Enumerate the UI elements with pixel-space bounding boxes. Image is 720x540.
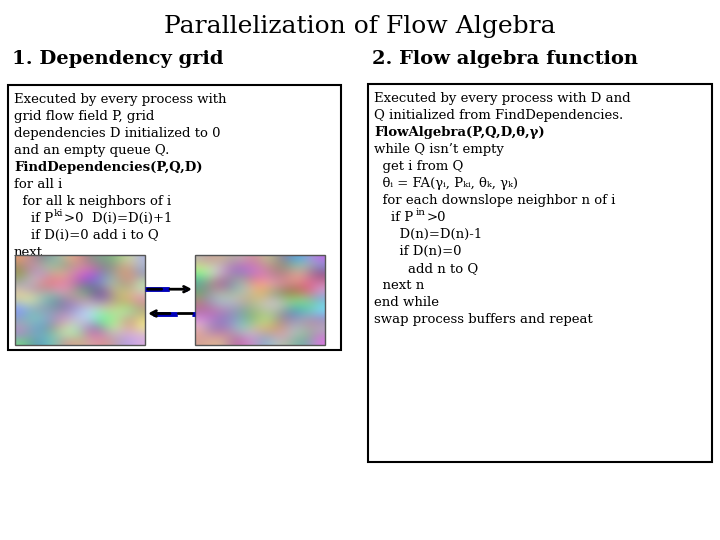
Text: if D(i)=0 add i to Q: if D(i)=0 add i to Q xyxy=(14,229,158,242)
Text: add n to Q: add n to Q xyxy=(374,262,478,275)
Text: next n: next n xyxy=(374,279,424,292)
Text: Executed by every process with D and: Executed by every process with D and xyxy=(374,92,631,105)
Text: get i from Q: get i from Q xyxy=(374,160,464,173)
Text: grid flow field P, grid: grid flow field P, grid xyxy=(14,110,154,123)
Text: 2. Flow algebra function: 2. Flow algebra function xyxy=(372,50,638,68)
FancyBboxPatch shape xyxy=(368,84,712,462)
Text: in: in xyxy=(416,208,426,217)
Text: Executed by every process with: Executed by every process with xyxy=(14,93,227,106)
Text: while Q isn’t empty: while Q isn’t empty xyxy=(374,143,504,156)
Text: >0  D(i)=D(i)+1: >0 D(i)=D(i)+1 xyxy=(64,212,172,225)
Text: for all i: for all i xyxy=(14,178,62,191)
Text: for each downslope neighbor n of i: for each downslope neighbor n of i xyxy=(374,194,616,207)
Text: 1. Dependency grid: 1. Dependency grid xyxy=(12,50,223,68)
Text: if D(n)=0: if D(n)=0 xyxy=(374,245,462,258)
FancyBboxPatch shape xyxy=(8,85,341,350)
Text: FlowAlgebra(P,Q,D,θ,γ): FlowAlgebra(P,Q,D,θ,γ) xyxy=(374,126,544,139)
Text: for all k neighbors of i: for all k neighbors of i xyxy=(14,195,171,208)
Text: ki: ki xyxy=(54,209,63,218)
Text: if P: if P xyxy=(374,211,413,224)
Text: Q initialized from FindDependencies.: Q initialized from FindDependencies. xyxy=(374,109,624,122)
Text: next: next xyxy=(14,246,43,259)
Text: and an empty queue Q.: and an empty queue Q. xyxy=(14,144,169,157)
Text: swap process buffers and repeat: swap process buffers and repeat xyxy=(374,313,593,326)
Text: FindDependencies(P,Q,D): FindDependencies(P,Q,D) xyxy=(14,161,202,174)
Text: >0: >0 xyxy=(427,211,446,224)
Text: dependencies D initialized to 0: dependencies D initialized to 0 xyxy=(14,127,220,140)
Text: D(n)=D(n)-1: D(n)=D(n)-1 xyxy=(374,228,482,241)
Text: θᵢ = FA(γᵢ, Pₖᵢ, θₖ, γₖ): θᵢ = FA(γᵢ, Pₖᵢ, θₖ, γₖ) xyxy=(374,177,518,190)
Text: Parallelization of Flow Algebra: Parallelization of Flow Algebra xyxy=(164,15,556,38)
Text: if P: if P xyxy=(14,212,53,225)
Text: end while: end while xyxy=(374,296,439,309)
